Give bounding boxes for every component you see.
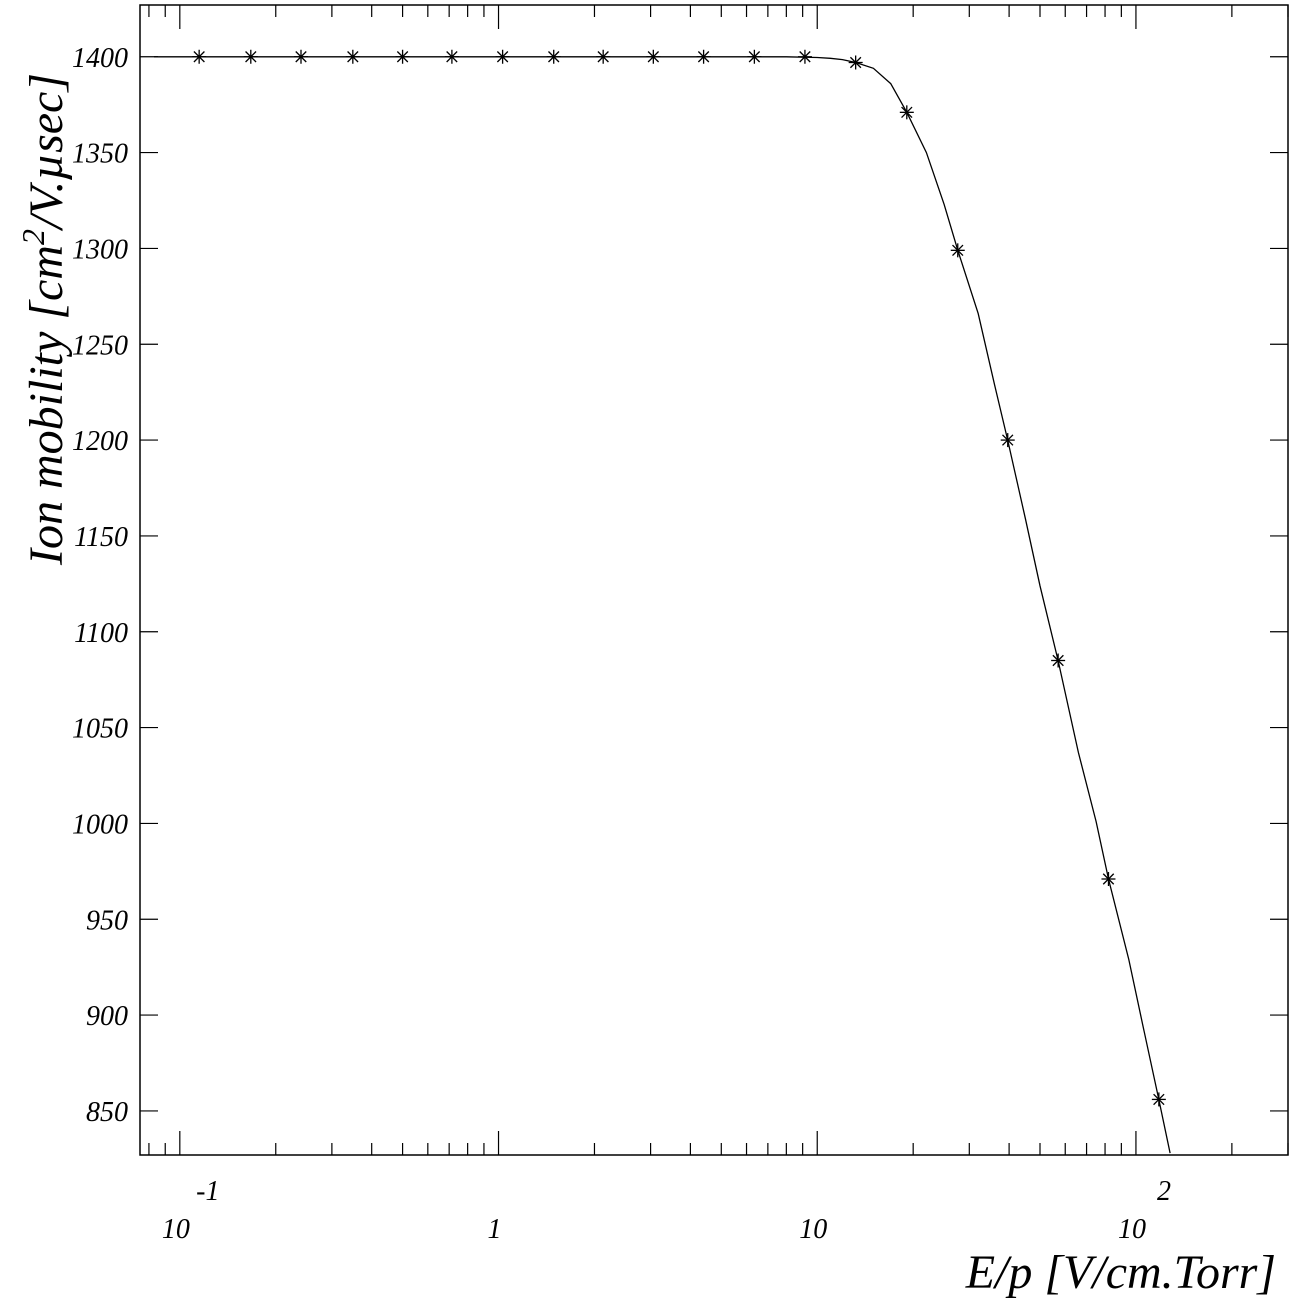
fit-curve [154, 56, 1171, 1154]
x-tick-label-exponent: -1 [196, 1176, 219, 1207]
plot-frame [139, 4, 1289, 1156]
y-tick-label: 900 [86, 1001, 128, 1032]
x-tick-label: 10-1 [162, 1176, 220, 1245]
y-tick-label: 950 [86, 905, 128, 936]
y-tick-label: 1400 [72, 43, 128, 74]
data-point [395, 49, 410, 64]
y-tick-label: 1300 [72, 234, 128, 265]
data-point [646, 49, 661, 64]
y-tick-labels: 850 900 950 1000 1050 1100 1150 1200 1250 1300 135… [72, 43, 128, 1128]
y-axis-title-unit: cm [20, 245, 73, 301]
x-tick-label: 10 2 [1118, 1176, 1171, 1245]
data-point [1101, 872, 1116, 886]
axis-ticks [140, 5, 1289, 1155]
y-tick-label: 1000 [72, 809, 128, 840]
data-point [899, 105, 914, 120]
data-point [1000, 433, 1015, 448]
y-axis-title-suffix: ] [20, 73, 73, 94]
x-tick-label-base: 10 [1118, 1214, 1146, 1245]
x-tick-label-exponent: 2 [1157, 1176, 1171, 1207]
data-point [546, 49, 561, 64]
data-point [747, 49, 762, 64]
y-tick-label: 1250 [72, 330, 128, 361]
y-axis-title: Ion mobility [cm2/V.µsec] [15, 73, 73, 566]
data-point [192, 49, 207, 64]
data-point [848, 55, 863, 70]
data-markers [192, 49, 1166, 1107]
y-axis-title-exponent: 2 [15, 229, 51, 245]
y-axis-title-unit-rest: /V.µsec [20, 92, 73, 232]
y-axis-title-prefix: Ion mobility [ [20, 299, 73, 566]
data-point [293, 49, 308, 64]
data-point [345, 49, 360, 64]
x-tick-label-base: 1 [488, 1214, 502, 1245]
data-point [950, 243, 965, 258]
data-point [1151, 1092, 1166, 1107]
y-tick-label: 1350 [72, 139, 128, 170]
x-tick-label: 10 [799, 1214, 827, 1245]
y-tick-label: 1200 [72, 426, 128, 457]
x-axis-title: E/p [V/cm.Torr] [965, 1246, 1276, 1298]
data-point [444, 49, 459, 64]
data-point [495, 49, 510, 64]
x-tick-label-base: 10 [162, 1214, 190, 1245]
data-point [243, 49, 258, 64]
y-tick-label: 850 [86, 1097, 128, 1128]
x-tick-label-base: 10 [799, 1214, 827, 1245]
y-tick-label: 1150 [74, 522, 128, 553]
x-tick-label: 1 [488, 1214, 502, 1245]
data-point [696, 49, 711, 64]
data-point [1051, 653, 1066, 668]
data-point [797, 49, 812, 64]
y-tick-label: 1100 [74, 618, 128, 649]
y-tick-label: 1050 [72, 714, 128, 745]
data-point [596, 49, 611, 64]
x-tick-labels: 10-11 10 102 [162, 1176, 1171, 1245]
